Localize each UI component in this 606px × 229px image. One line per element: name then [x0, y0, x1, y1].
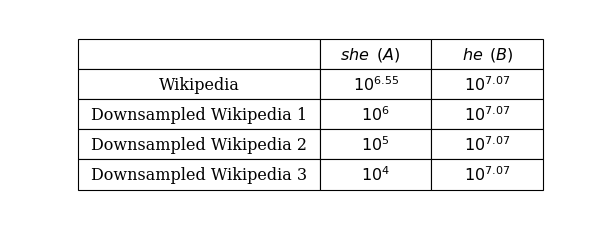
Bar — [78, 160, 320, 190]
Text: $10^{7.07}$: $10^{7.07}$ — [464, 105, 510, 124]
Bar — [78, 40, 320, 70]
Bar — [78, 100, 320, 130]
Bar — [78, 70, 320, 100]
Bar — [431, 100, 543, 130]
Text: $10^{4}$: $10^{4}$ — [361, 165, 390, 184]
Bar — [431, 70, 543, 100]
Bar — [320, 40, 431, 70]
Text: Downsampled Wikipedia 1: Downsampled Wikipedia 1 — [91, 106, 307, 123]
Bar — [431, 130, 543, 160]
Text: Downsampled Wikipedia 2: Downsampled Wikipedia 2 — [91, 136, 307, 153]
Text: $10^{7.07}$: $10^{7.07}$ — [464, 76, 510, 94]
Text: $(B)$: $(B)$ — [484, 46, 514, 64]
Bar — [78, 130, 320, 160]
Text: $10^{5}$: $10^{5}$ — [361, 135, 390, 154]
Text: $10^{7.07}$: $10^{7.07}$ — [464, 165, 510, 184]
Text: $10^{7.07}$: $10^{7.07}$ — [464, 135, 510, 154]
Bar — [320, 130, 431, 160]
Text: $(A)$: $(A)$ — [371, 46, 400, 64]
Text: Wikipedia: Wikipedia — [159, 76, 239, 93]
Text: $10^{6.55}$: $10^{6.55}$ — [353, 76, 399, 94]
Bar — [320, 160, 431, 190]
Bar — [431, 40, 543, 70]
Text: $\it{she}$: $\it{she}$ — [341, 46, 370, 63]
Text: $10^{6}$: $10^{6}$ — [361, 105, 390, 124]
Text: Downsampled Wikipedia 3: Downsampled Wikipedia 3 — [91, 166, 307, 183]
Text: $\it{he}$: $\it{he}$ — [462, 46, 484, 63]
Bar — [431, 160, 543, 190]
Bar — [320, 100, 431, 130]
Bar — [320, 70, 431, 100]
